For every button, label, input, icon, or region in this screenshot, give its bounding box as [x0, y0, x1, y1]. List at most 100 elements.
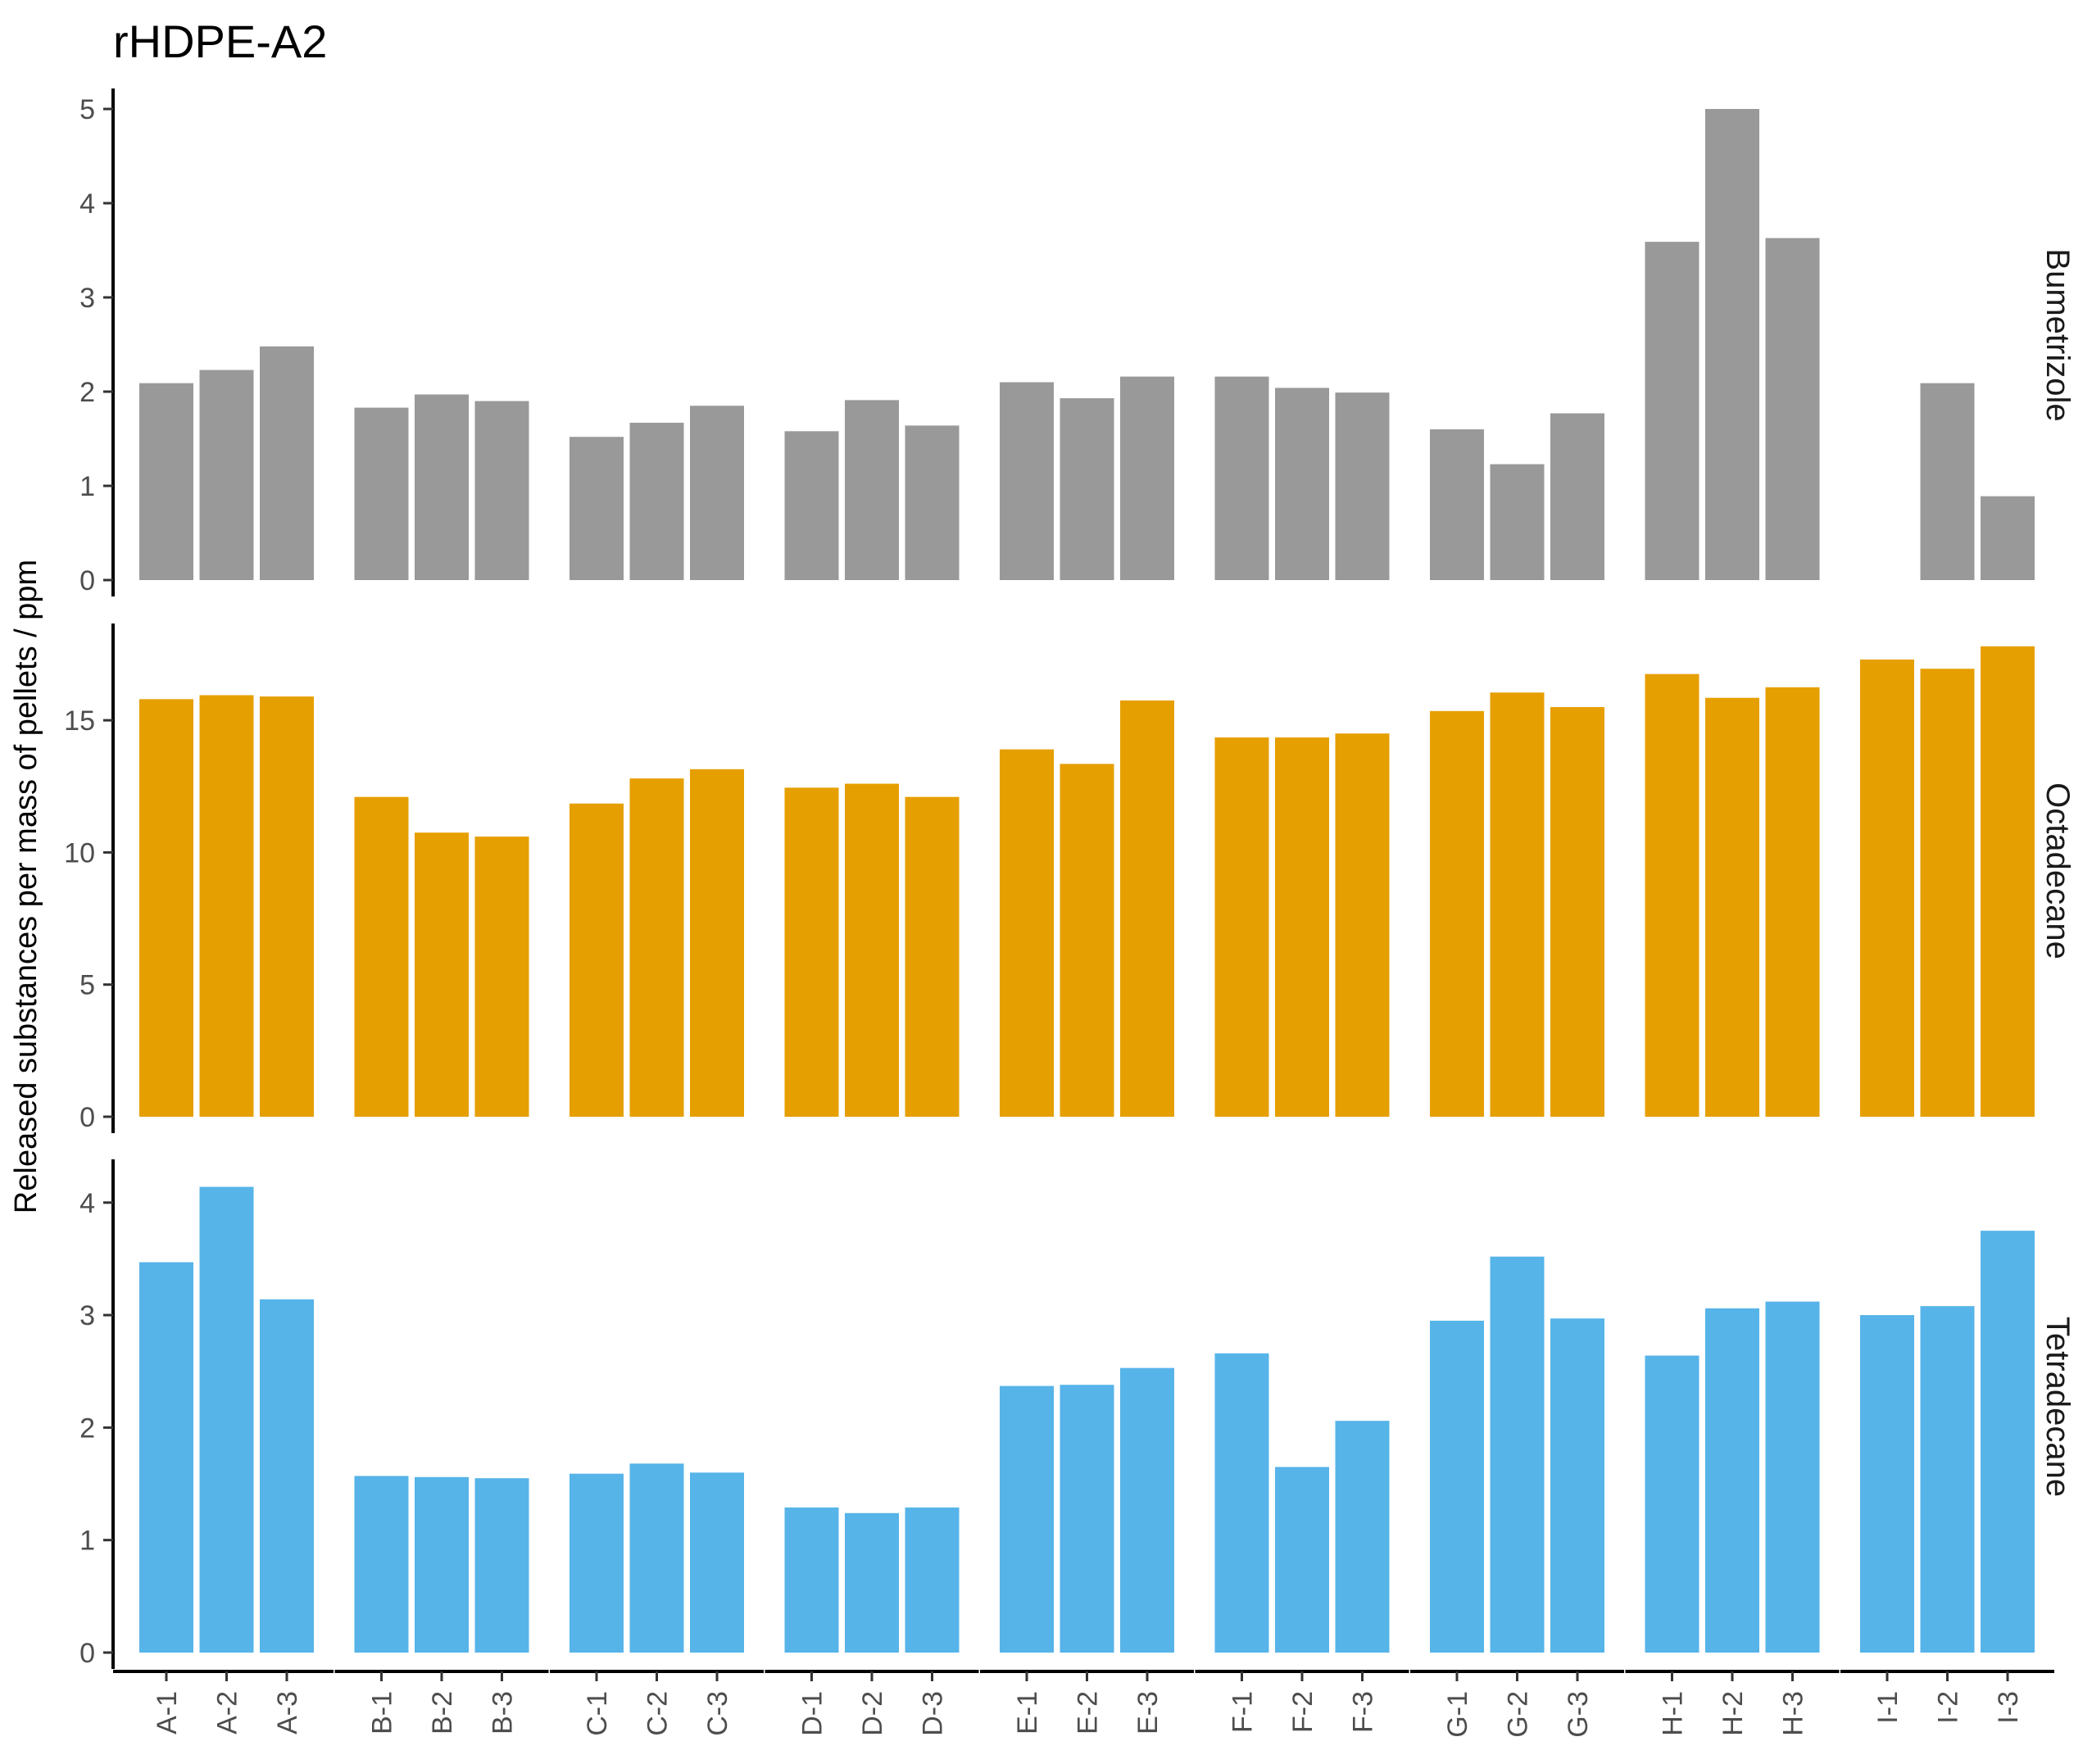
- x-tick-label: G-1: [1442, 1691, 1473, 1738]
- bar-octadecane-g-3: [1550, 707, 1604, 1117]
- bar-octadecane-f-2: [1275, 737, 1329, 1117]
- x-tick-label: C-1: [582, 1691, 613, 1736]
- x-tick-label: F-1: [1228, 1691, 1259, 1733]
- x-tick-label: D-3: [918, 1691, 949, 1736]
- bar-bumetrizole-d-1: [784, 431, 839, 580]
- bar-octadecane-b-3: [474, 837, 529, 1117]
- bar-octadecane-f-1: [1214, 737, 1269, 1117]
- bar-tetradecane-c-3: [690, 1472, 744, 1653]
- x-tick-label: H-2: [1718, 1691, 1749, 1736]
- bar-octadecane-i-3: [1981, 646, 2035, 1117]
- bar-bumetrizole-i-2: [1920, 383, 1975, 580]
- bar-tetradecane-f-1: [1214, 1353, 1269, 1653]
- bar-tetradecane-h-1: [1645, 1355, 1699, 1653]
- bar-tetradecane-g-3: [1550, 1318, 1604, 1653]
- bar-octadecane-g-1: [1430, 710, 1484, 1117]
- bar-octadecane-h-1: [1645, 673, 1699, 1117]
- bar-bumetrizole-h-3: [1765, 238, 1820, 580]
- y-axis-label: Released substances per mass of pellets …: [9, 560, 43, 1213]
- bar-tetradecane-b-3: [474, 1478, 529, 1653]
- bar-bumetrizole-d-3: [905, 425, 960, 580]
- bar-tetradecane-e-2: [1060, 1385, 1114, 1653]
- bar-octadecane-b-2: [415, 832, 469, 1117]
- bar-octadecane-c-3: [690, 769, 744, 1117]
- bar-octadecane-e-1: [1000, 749, 1054, 1117]
- x-tick-label: I-3: [1993, 1691, 2024, 1724]
- x-tick-label: B-1: [367, 1691, 398, 1735]
- x-tick-label: H-3: [1778, 1691, 1809, 1736]
- y-tick-label: 2: [79, 1413, 95, 1444]
- x-tick-label: E-3: [1132, 1691, 1164, 1735]
- bar-tetradecane-a-3: [260, 1299, 314, 1653]
- x-tick-label: I-2: [1933, 1691, 1964, 1724]
- y-tick-label: 1: [79, 471, 95, 502]
- y-tick-label: 2: [79, 377, 95, 408]
- bar-bumetrizole-c-2: [629, 422, 684, 580]
- bar-octadecane-h-3: [1765, 687, 1820, 1117]
- bar-octadecane-d-2: [845, 783, 899, 1117]
- bar-bumetrizole-a-2: [199, 370, 254, 580]
- x-tick-label: C-3: [702, 1691, 733, 1736]
- bar-tetradecane-i-3: [1981, 1231, 2035, 1653]
- facet-label-bumetrizole: Bumetrizole: [2040, 248, 2076, 421]
- chart-title: rHDPE-A2: [113, 16, 327, 67]
- bar-octadecane-c-2: [629, 778, 684, 1117]
- bar-tetradecane-h-2: [1705, 1308, 1759, 1653]
- y-tick-label: 3: [79, 283, 95, 314]
- x-tick-label: G-3: [1563, 1691, 1594, 1738]
- bar-octadecane-a-2: [199, 695, 254, 1117]
- bar-bumetrizole-b-1: [354, 407, 409, 580]
- bar-tetradecane-h-3: [1765, 1301, 1820, 1653]
- y-tick-label: 4: [79, 1188, 95, 1219]
- bar-tetradecane-f-3: [1335, 1421, 1390, 1653]
- bar-tetradecane-c-2: [629, 1463, 684, 1653]
- y-tick-label: 10: [64, 837, 95, 868]
- bar-tetradecane-e-3: [1120, 1367, 1174, 1653]
- bar-bumetrizole-c-1: [570, 437, 624, 580]
- bar-bumetrizole-i-3: [1981, 496, 2035, 580]
- x-tick-label: F-2: [1287, 1691, 1318, 1733]
- y-tick-label: 0: [79, 1102, 95, 1133]
- bar-bumetrizole-g-3: [1550, 413, 1604, 580]
- y-tick-label: 15: [64, 705, 95, 737]
- bar-tetradecane-f-2: [1275, 1467, 1329, 1653]
- bar-tetradecane-g-2: [1490, 1256, 1545, 1653]
- bar-octadecane-e-2: [1060, 764, 1114, 1117]
- y-tick-label: 5: [79, 94, 95, 125]
- y-tick-label: 4: [79, 188, 95, 220]
- bar-tetradecane-a-2: [199, 1186, 254, 1653]
- bar-octadecane-i-2: [1920, 669, 1975, 1117]
- bar-octadecane-a-3: [260, 696, 314, 1117]
- bar-bumetrizole-e-2: [1060, 398, 1114, 580]
- bar-octadecane-i-1: [1860, 659, 1914, 1117]
- bar-octadecane-a-1: [139, 699, 193, 1117]
- bar-bumetrizole-b-3: [474, 401, 529, 580]
- x-tick-label: A-1: [152, 1691, 183, 1735]
- bar-bumetrizole-f-1: [1214, 376, 1269, 580]
- bar-octadecane-c-1: [570, 803, 624, 1117]
- plot-layer: 0 1 2 3 4 5 Bumetrizole 0 5 10 15 Octadecane 0 1 2 3 4 Te…: [64, 88, 2076, 1738]
- bar-tetradecane-b-1: [354, 1476, 409, 1653]
- bar-bumetrizole-b-2: [415, 394, 469, 580]
- bar-tetradecane-b-2: [415, 1476, 469, 1653]
- bar-bumetrizole-a-1: [139, 383, 193, 580]
- bar-bumetrizole-h-2: [1705, 109, 1759, 580]
- x-tick-label: H-1: [1658, 1691, 1689, 1736]
- x-tick-label: D-2: [857, 1691, 888, 1736]
- facet-label-tetradecane: Tetradecane: [2040, 1317, 2076, 1497]
- bar-bumetrizole-f-2: [1275, 388, 1329, 580]
- x-tick-label: F-3: [1348, 1691, 1379, 1733]
- bar-tetradecane-e-1: [1000, 1385, 1054, 1653]
- y-tick-label: 0: [79, 565, 95, 596]
- bar-tetradecane-d-2: [845, 1512, 899, 1653]
- x-tick-label: C-2: [642, 1691, 674, 1736]
- bar-bumetrizole-e-3: [1120, 376, 1174, 580]
- x-tick-label: A-2: [212, 1691, 243, 1735]
- bar-octadecane-e-3: [1120, 700, 1174, 1117]
- x-tick-label: A-3: [272, 1691, 303, 1735]
- x-tick-label: D-1: [797, 1691, 828, 1736]
- bar-bumetrizole-h-1: [1645, 242, 1699, 580]
- bar-bumetrizole-e-1: [1000, 382, 1054, 580]
- x-tick-label: B-2: [427, 1691, 458, 1735]
- x-tick-label: B-3: [488, 1691, 519, 1735]
